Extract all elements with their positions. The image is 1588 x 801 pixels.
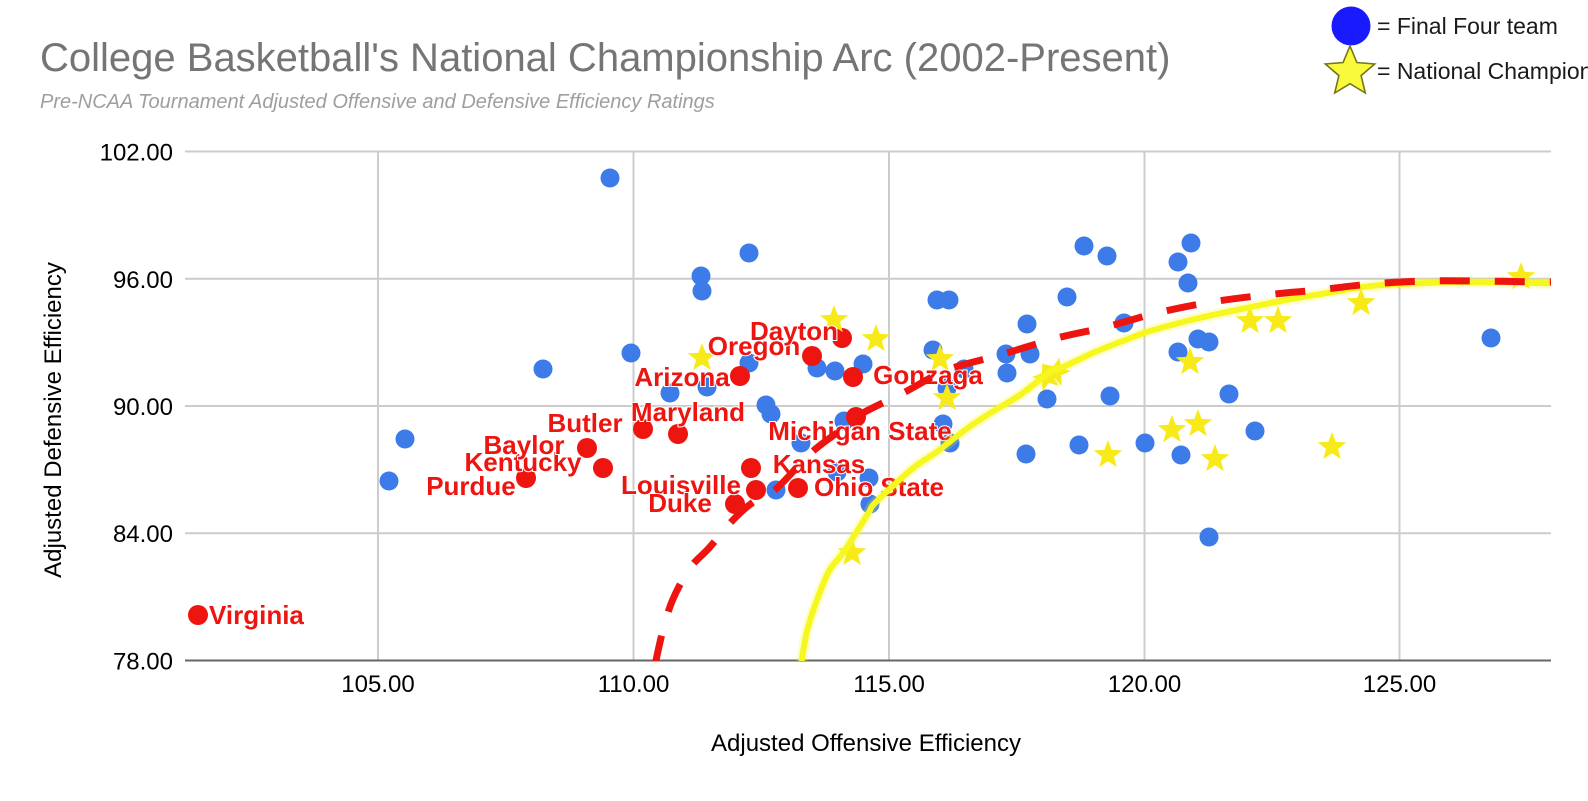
- svg-text:102.00: 102.00: [100, 140, 173, 167]
- svg-text:Dayton: Dayton: [750, 316, 838, 346]
- svg-text:105.00: 105.00: [341, 671, 414, 698]
- svg-text:115.00: 115.00: [853, 671, 925, 698]
- svg-text:Oregon: Oregon: [708, 331, 800, 361]
- svg-text:Maryland: Maryland: [631, 397, 745, 427]
- svg-text:Butler: Butler: [547, 408, 622, 438]
- svg-text:110.00: 110.00: [598, 671, 670, 698]
- svg-text:Kansas: Kansas: [773, 449, 866, 479]
- svg-text:Michigan State: Michigan State: [768, 416, 951, 446]
- svg-text:90.00: 90.00: [113, 394, 173, 421]
- svg-text:Adjusted Offensive Efficiency: Adjusted Offensive Efficiency: [711, 730, 1021, 757]
- svg-text:= Final Four team: = Final Four team: [1377, 13, 1558, 39]
- svg-text:Duke: Duke: [648, 488, 712, 518]
- svg-text:Baylor: Baylor: [484, 430, 565, 460]
- svg-text:Kentucky: Kentucky: [464, 447, 582, 477]
- svg-text:Pre-NCAA Tournament Adjusted O: Pre-NCAA Tournament Adjusted Offensive a…: [40, 91, 715, 113]
- svg-text:125.00: 125.00: [1363, 671, 1436, 698]
- svg-text:120.00: 120.00: [1108, 671, 1181, 698]
- svg-text:Adjusted Defensive Efficiency: Adjusted Defensive Efficiency: [40, 262, 67, 578]
- svg-text:College Basketball's National: College Basketball's National Championsh…: [40, 36, 1170, 80]
- svg-text:Purdue: Purdue: [426, 471, 516, 501]
- svg-text:Gonzaga: Gonzaga: [873, 360, 983, 390]
- svg-text:Virginia: Virginia: [209, 600, 304, 630]
- svg-text:84.00: 84.00: [113, 521, 173, 548]
- svg-text:= National Champion: = National Champion: [1377, 58, 1588, 84]
- svg-text:Arizona: Arizona: [634, 362, 730, 392]
- svg-text:Louisville: Louisville: [621, 470, 741, 500]
- svg-text:96.00: 96.00: [113, 267, 173, 294]
- svg-text:78.00: 78.00: [113, 649, 173, 676]
